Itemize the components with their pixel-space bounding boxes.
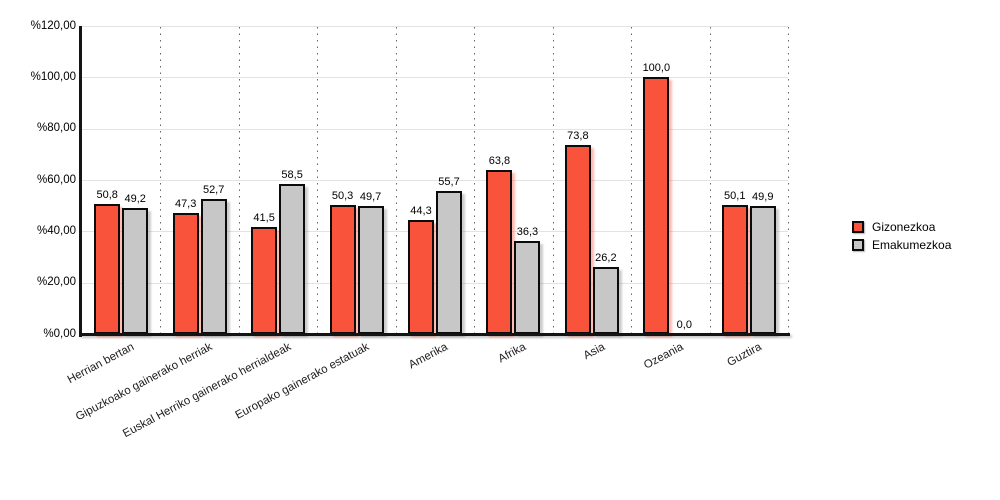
h-gridline <box>82 180 788 181</box>
legend-label: Gizonezkoa <box>872 220 936 234</box>
y-axis-tick-label: %20,00 <box>36 276 76 289</box>
bar-value-label: 44,3 <box>410 205 432 218</box>
y-axis-tick-label: %100,00 <box>30 70 76 83</box>
bar-emakumezkoa <box>749 205 776 334</box>
bar-gizonezkoa <box>721 205 748 334</box>
bar-value-label: 55,7 <box>438 176 460 189</box>
bar-gizonezkoa <box>172 212 199 334</box>
bar-value-label: 50,8 <box>96 188 118 201</box>
x-axis-category-label: Guztira <box>725 341 764 370</box>
bar-gizonezkoa <box>251 227 278 334</box>
h-gridline <box>82 282 788 284</box>
bar-emakumezkoa <box>122 207 149 334</box>
bar-emakumezkoa <box>279 183 306 334</box>
bar-gizonezkoa <box>408 220 434 334</box>
bar-value-label: 100,0 <box>642 62 671 75</box>
plot-area: 50,8 49,2 47,3 52,7 41,5 58,5 50,3 49,7 44,3 55,7… <box>82 26 789 334</box>
bar-emakumezkoa <box>200 198 227 334</box>
v-gridline <box>709 27 711 333</box>
x-axis-category-label: Amerika <box>406 341 450 372</box>
v-gridline <box>552 27 554 333</box>
legend: Gizonezkoa Emakumezkoa <box>852 220 951 252</box>
v-gridline <box>395 27 397 333</box>
bar-value-label: 50,3 <box>331 189 354 202</box>
bar-value-label: 47,3 <box>174 197 197 210</box>
h-gridline <box>82 77 788 79</box>
bar-value-label: 36,3 <box>516 225 539 238</box>
bar-gizonezkoa <box>329 204 356 334</box>
h-gridline <box>82 128 788 130</box>
legend-swatch <box>852 239 864 251</box>
y-axis-tick-label: %60,00 <box>36 173 76 186</box>
x-axis-category-label: Asia <box>581 341 607 363</box>
bar-value-label: 49,7 <box>359 191 382 204</box>
x-axis-category-label: Ozeania <box>641 341 685 372</box>
bar-value-label: 49,9 <box>752 190 774 203</box>
bar-emakumezkoa <box>357 206 384 334</box>
bar-gizonezkoa <box>486 170 513 334</box>
bar-emakumezkoa <box>592 266 619 334</box>
v-gridline <box>238 27 240 333</box>
bar-gizonezkoa <box>94 203 121 334</box>
v-gridline <box>631 27 633 333</box>
x-axis-category-label: Europako gainerako estatuak <box>233 341 372 422</box>
bar-value-label: 26,2 <box>595 251 617 264</box>
bar-value-label: 63,8 <box>488 155 511 168</box>
legend-item-gizonezkoa: Gizonezkoa <box>852 220 951 234</box>
v-gridline <box>474 27 476 333</box>
v-gridline <box>317 27 319 333</box>
bar-value-label: 50,1 <box>724 190 746 203</box>
y-axis-line <box>79 26 82 337</box>
y-axis-tick-label: %40,00 <box>36 224 76 237</box>
v-gridline <box>160 27 162 333</box>
y-axis-tick-label: %80,00 <box>36 122 76 135</box>
x-axis-category-label: Gipuzkoako gainerako herriak <box>73 341 215 424</box>
h-gridline <box>82 231 788 233</box>
bar-value-label: 49,2 <box>124 192 146 205</box>
legend-swatch <box>852 221 864 233</box>
y-axis-tick-label: %0,00 <box>43 327 76 340</box>
bar-gizonezkoa <box>564 144 591 334</box>
v-gridline <box>788 27 789 333</box>
y-axis-tick-label: %120,00 <box>30 19 76 32</box>
bar-emakumezkoa <box>436 191 462 334</box>
bar-emakumezkoa <box>514 240 541 334</box>
bar-value-label: 41,5 <box>253 212 275 225</box>
x-axis-category-label: Afrika <box>496 341 529 366</box>
legend-item-emakumezkoa: Emakumezkoa <box>852 238 951 252</box>
bar-value-label: 58,5 <box>281 168 303 181</box>
bar-value-label: 52,7 <box>202 183 225 196</box>
h-gridline <box>82 26 788 27</box>
bar-value-label: 0,0 <box>676 319 692 331</box>
legend-label: Emakumezkoa <box>872 238 952 252</box>
bar-gizonezkoa <box>643 77 670 334</box>
x-axis-line <box>79 333 790 336</box>
x-axis-category-label: Herrian bertan <box>65 341 136 387</box>
bar-value-label: 73,8 <box>567 129 589 142</box>
